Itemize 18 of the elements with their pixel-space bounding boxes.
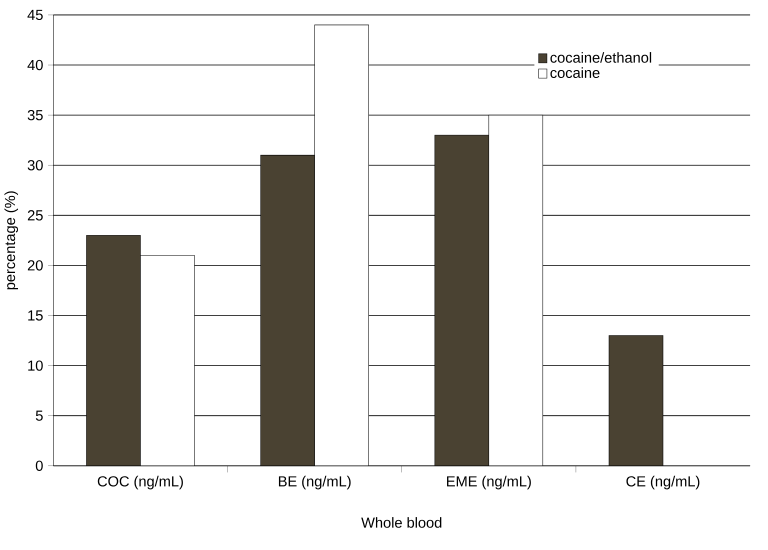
y-tick-label: 10 xyxy=(28,360,43,371)
y-axis-title: percentage (%) xyxy=(4,191,18,290)
x-tick-label: EME (ng/mL) xyxy=(447,476,531,490)
y-tick-label: 40 xyxy=(27,60,43,70)
y-tick-label: 30 xyxy=(28,160,43,170)
y-tick-label: 15 xyxy=(28,310,43,320)
y-tick-label: 0 xyxy=(36,460,43,471)
legend-label: cocaine/ethanol xyxy=(550,52,652,63)
x-tick-label: CE (ng/mL) xyxy=(626,476,700,490)
y-tick-label: 35 xyxy=(28,110,43,120)
x-tick-label: COC (ng/mL) xyxy=(98,476,183,490)
y-tick-label: 45 xyxy=(27,10,43,20)
y-tick-label: 25 xyxy=(28,210,43,220)
x-tick-label: BE (ng/mL) xyxy=(278,476,351,490)
legend-label: cocaine xyxy=(550,67,600,78)
x-axis-title: Whole blood xyxy=(361,516,442,528)
y-tick-label: 20 xyxy=(28,260,43,270)
y-tick-label: 5 xyxy=(36,410,43,421)
